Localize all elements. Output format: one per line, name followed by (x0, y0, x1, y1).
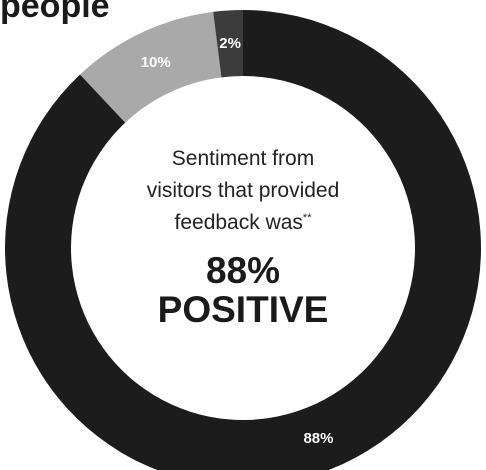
slice-label-2: 2% (219, 35, 241, 52)
donut-slice-1 (80, 11, 222, 123)
positive-percent: 88% (205, 250, 281, 291)
footnote-mark: ** (302, 212, 312, 224)
slice-labels: 88% 10% 2% (141, 35, 334, 447)
sentiment-text-line-2: visitors that provided (146, 179, 340, 202)
slice-label-0: 88% (303, 430, 333, 447)
donut-slice-2 (213, 10, 243, 78)
sentiment-text-line-3-label: feedback was (174, 211, 303, 234)
sentiment-text-line-1: Sentiment from (171, 147, 315, 170)
sentiment-text-line-3: feedback was** (118, 207, 368, 239)
slice-label-1: 10% (141, 54, 171, 71)
positive-label: POSITIVE (157, 289, 329, 330)
page-heading: people (0, 0, 110, 25)
center-summary: Sentiment from visitors that provided fe… (118, 143, 368, 329)
donut-slices (5, 10, 481, 470)
